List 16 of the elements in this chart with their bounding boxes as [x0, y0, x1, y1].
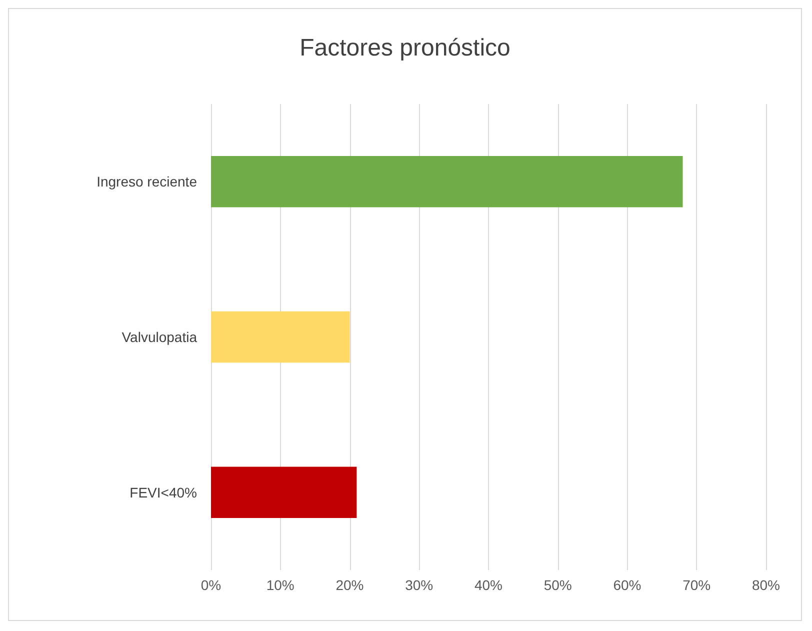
bar	[211, 156, 683, 208]
x-tick-label: 10%	[266, 577, 294, 593]
x-tick-label: 20%	[336, 577, 364, 593]
x-tick-label: 50%	[544, 577, 572, 593]
chart-title: Factores pronóstico	[300, 34, 510, 62]
y-tick-label: Valvulopatia	[122, 329, 198, 345]
bar	[211, 466, 357, 518]
bar	[211, 311, 350, 363]
x-tick-label: 70%	[682, 577, 711, 593]
x-tick-label: 80%	[752, 577, 780, 593]
y-tick-label: FEVI<40%	[130, 484, 197, 500]
x-tick-label: 30%	[405, 577, 434, 593]
x-tick-label: 0%	[200, 577, 222, 593]
x-tick-label: 60%	[613, 577, 642, 593]
x-tick-label: 40%	[474, 577, 503, 593]
y-tick-label: Ingreso reciente	[96, 174, 198, 190]
